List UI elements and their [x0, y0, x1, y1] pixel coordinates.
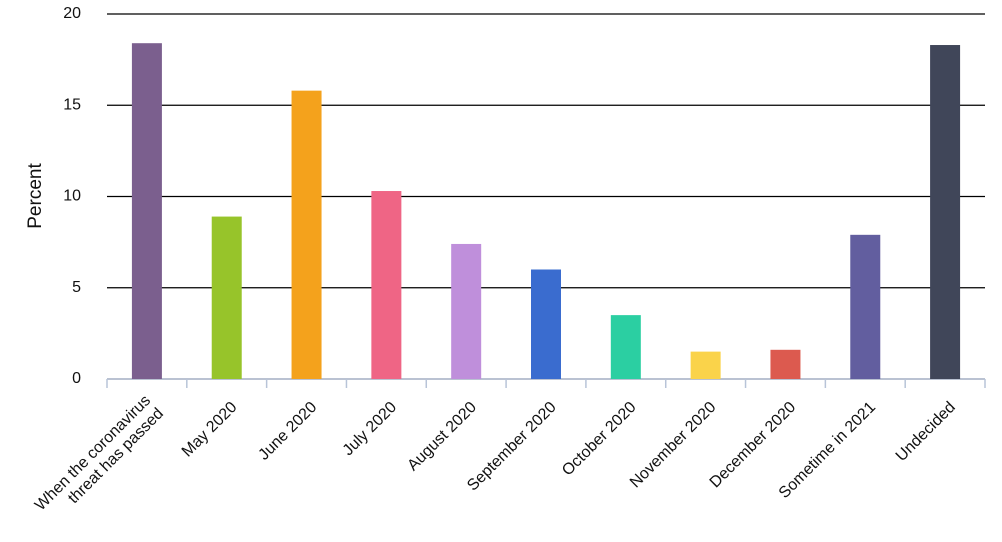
bar	[371, 191, 402, 379]
x-tick-label: June 2020	[255, 399, 320, 464]
bar	[850, 234, 881, 379]
x-tick-label: When the coronavirusthreat has passed	[32, 392, 167, 527]
bar	[610, 315, 641, 379]
bar	[531, 269, 561, 379]
x-tick-label: September 2020	[464, 399, 560, 495]
bar	[131, 43, 162, 379]
x-tick-label: November 2020	[627, 399, 720, 492]
y-tick-label: 10	[63, 188, 81, 205]
y-tick-label: 0	[72, 370, 81, 387]
x-tick-label: Undecided	[893, 399, 959, 465]
bar	[690, 351, 721, 379]
bar	[770, 349, 801, 379]
bar	[930, 45, 961, 380]
x-tick-label: October 2020	[559, 399, 640, 480]
bar	[451, 243, 482, 379]
bar	[211, 216, 242, 379]
y-tick-label: 20	[63, 5, 81, 22]
y-tick-label: 5	[72, 279, 81, 296]
x-tick-label: August 2020	[404, 399, 480, 475]
x-tick-label: July 2020	[340, 399, 401, 460]
x-tick-label: December 2020	[707, 399, 800, 492]
bar	[291, 90, 322, 380]
y-tick-label: 15	[63, 96, 81, 113]
x-tick-label: May 2020	[179, 399, 241, 461]
y-axis-label: Percent	[25, 163, 46, 229]
